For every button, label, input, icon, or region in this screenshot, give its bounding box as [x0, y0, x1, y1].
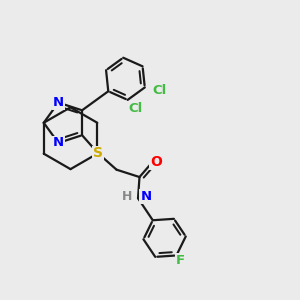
Text: N: N: [53, 96, 64, 109]
Text: F: F: [176, 254, 184, 267]
Text: N: N: [53, 136, 64, 149]
Text: N: N: [140, 190, 152, 203]
Text: Cl: Cl: [152, 84, 167, 97]
Text: S: S: [93, 146, 103, 161]
Text: Cl: Cl: [128, 102, 143, 115]
Text: O: O: [150, 155, 162, 169]
Text: H: H: [122, 190, 133, 203]
